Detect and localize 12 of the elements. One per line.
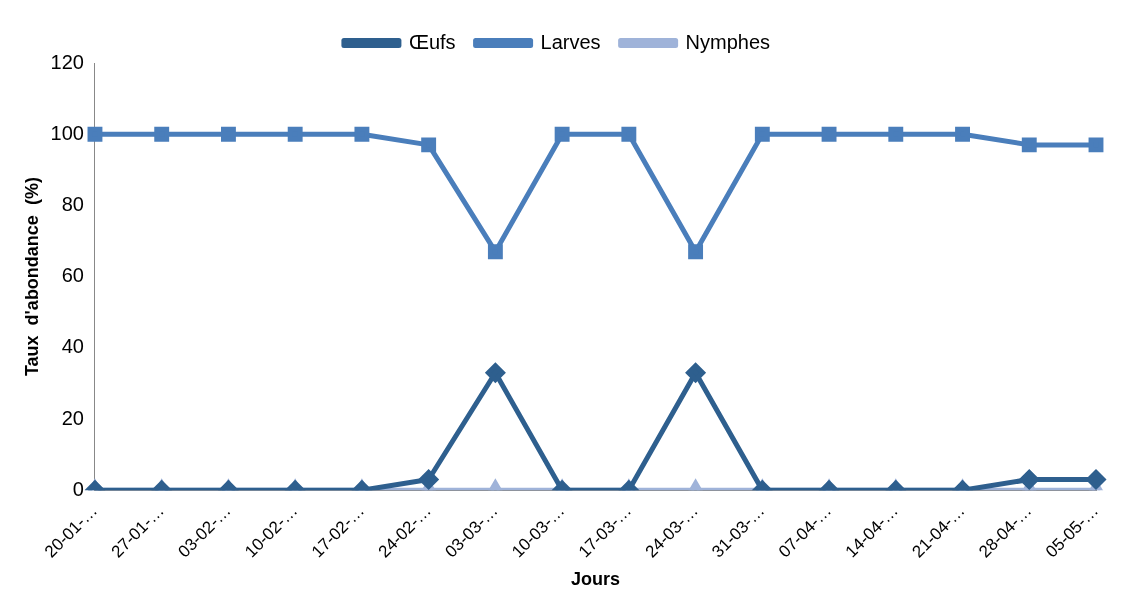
- y-tick-label: 120: [50, 50, 84, 73]
- y-tick-label: 60: [61, 264, 84, 287]
- y-axis-title: Taux d'abondance (%): [21, 177, 42, 377]
- y-tick-label: 20: [61, 406, 84, 429]
- y-tick-label: 80: [61, 192, 84, 215]
- legend-label: Nymphes: [685, 30, 771, 53]
- y-tick-label: 100: [50, 121, 84, 144]
- y-tick-label: 40: [61, 335, 84, 358]
- x-axis-title: Jours: [570, 569, 620, 590]
- legend-label: Œufs: [408, 30, 456, 53]
- y-tick-label: 0: [72, 477, 84, 500]
- legend-label: Larves: [540, 30, 601, 53]
